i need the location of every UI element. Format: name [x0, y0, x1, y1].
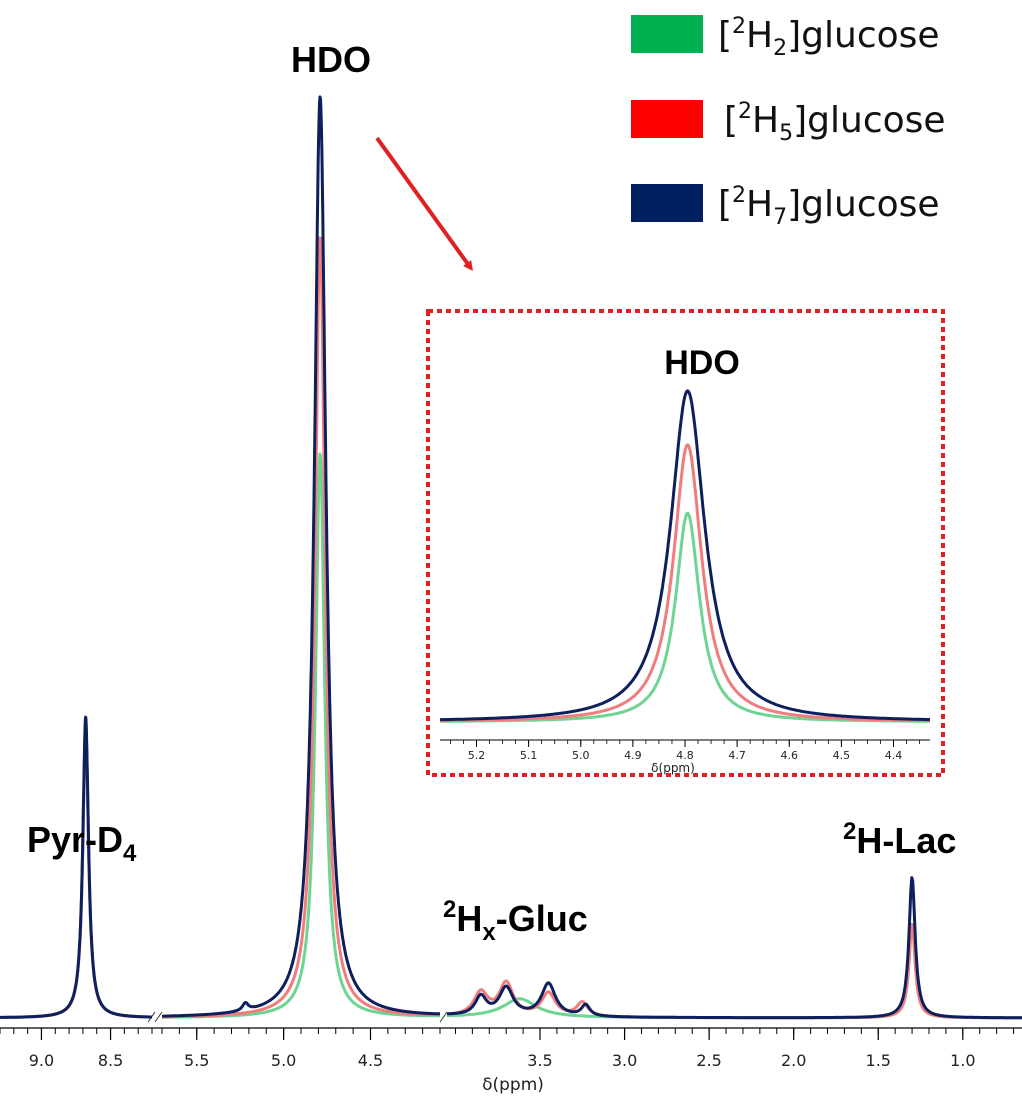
legend-swatch-2h2 [631, 15, 703, 53]
tick-label: 4.5 [358, 1051, 383, 1070]
legend-swatch-2h5 [631, 100, 703, 138]
inset-tick-label: 5.2 [468, 749, 486, 762]
tick-label: 8.5 [98, 1051, 123, 1070]
peak-label-lactate: 2H-Lac [843, 818, 956, 861]
legend-label-2h2: [2H2]glucose [718, 14, 940, 61]
main-spectra [0, 95, 1022, 1020]
inset-series-line [439, 443, 931, 723]
peak-label-hdo: HDO [291, 39, 371, 80]
inset-spectra [439, 389, 931, 723]
inset-zoom-hdo: HDO 5.2 5.1 5.0 4.9 4.8 4.7 4.6 4.5 4.4 δ(ppm) [426, 309, 945, 777]
inset-series-line [439, 389, 931, 722]
inset-x-ticks: 5.2 5.1 5.0 4.9 4.8 4.7 4.6 4.5 4.4 [450, 740, 920, 762]
tick-label: 5.0 [271, 1051, 296, 1070]
inset-tick-label: 5.1 [520, 749, 538, 762]
inset-tick-label: 5.0 [572, 749, 590, 762]
peak-label-pyruvate: Pyr-D4 [27, 819, 137, 867]
axis-break-2 [439, 1011, 448, 1023]
tick-label: 1.0 [950, 1051, 975, 1070]
tick-label: 2.0 [781, 1051, 806, 1070]
legend-swatch-2h7 [631, 184, 703, 222]
tick-label: 9.0 [29, 1051, 54, 1070]
tick-label: 1.5 [866, 1051, 891, 1070]
main-x-axis-label: δ(ppm) [482, 1075, 544, 1095]
inset-tick-label: 4.6 [781, 749, 799, 762]
inset-title: HDO [664, 344, 740, 382]
peak-label-glucose: 2Hx-Gluc [443, 896, 588, 946]
inset-tick-label: 4.8 [676, 749, 694, 762]
main-x-axis: 9.0 8.5 5.5 5.0 4.5 3.5 3.0 2.5 2.0 1.5 1.0 δ(ppm) [0, 1011, 1022, 1095]
inset-tick-label: 4.9 [624, 749, 642, 762]
inset-tick-label: 4.7 [728, 749, 746, 762]
legend-label-2h7: [2H7]glucose [718, 183, 940, 230]
tick-label: 2.5 [696, 1051, 721, 1070]
inset-frame [426, 309, 945, 777]
peak-labels: Pyr-D4 HDO 2Hx-Gluc 2H-Lac [27, 39, 956, 946]
zoom-arrow [375, 136, 473, 272]
tick-label: 3.5 [527, 1051, 552, 1070]
legend: [2H2]glucose [2H5]glucose [2H7]glucose [631, 14, 946, 230]
inset-tick-label: 4.4 [885, 749, 903, 762]
tick-label: 3.0 [612, 1051, 637, 1070]
series-line [0, 95, 1022, 1020]
main-x-ticks: 9.0 8.5 5.5 5.0 4.5 3.5 3.0 2.5 2.0 1.5 1.0 [0, 1028, 1015, 1070]
tick-label: 5.5 [184, 1051, 209, 1070]
inset-x-axis-label: δ(ppm) [651, 761, 695, 775]
inset-tick-label: 4.5 [833, 749, 851, 762]
legend-label-2h5: [2H5]glucose [724, 99, 946, 146]
